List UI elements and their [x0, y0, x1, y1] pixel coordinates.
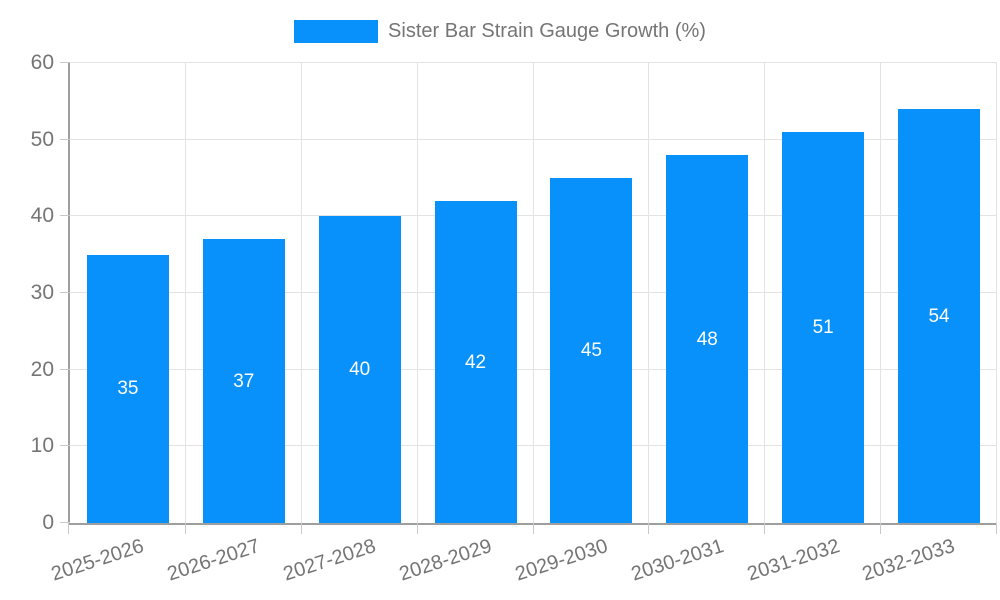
- x-axis-tick: [764, 523, 766, 534]
- gridline-horizontal: [70, 215, 997, 217]
- y-axis-label: 20: [30, 357, 54, 381]
- gridline-horizontal: [70, 292, 997, 293]
- x-axis-tick: [68, 523, 69, 534]
- x-axis-label: 2030-2031: [628, 535, 727, 586]
- bar[interactable]: 45: [550, 178, 633, 523]
- y-axis-label: 60: [30, 51, 54, 74]
- x-axis-label: 2026-2027: [164, 535, 263, 586]
- y-axis-tick: [60, 215, 70, 217]
- x-axis-label: 2025-2026: [48, 535, 147, 586]
- x-axis-label: 2027-2028: [280, 535, 379, 586]
- bar[interactable]: 37: [202, 239, 285, 523]
- y-axis-label: 50: [30, 127, 54, 151]
- bar[interactable]: 51: [782, 132, 865, 523]
- x-axis-tick: [300, 523, 302, 534]
- bar-value-label: 54: [928, 305, 950, 327]
- x-axis-label: 2029-2030: [512, 535, 611, 586]
- x-axis-tick: [996, 523, 997, 534]
- gridline-horizontal: [70, 368, 997, 370]
- bar[interactable]: 35: [86, 254, 169, 523]
- bar-value-label: 51: [812, 317, 834, 338]
- x-axis-label: 2031-2032: [744, 535, 842, 586]
- bar-value-label: 35: [117, 378, 139, 400]
- x-axis-label: 2032-2033: [860, 535, 958, 586]
- gridline-vertical: [764, 63, 766, 523]
- x-axis-label: 2028-2029: [396, 535, 495, 586]
- plot-area: 0 10 20 30 40 50 60 35 37 40 42 45 48 51 54 2025-2026 20…: [31, 52, 997, 585]
- bar[interactable]: 42: [434, 201, 517, 523]
- bar[interactable]: 40: [318, 216, 401, 523]
- bar-value-label: 45: [580, 340, 602, 361]
- gridline-vertical: [880, 63, 882, 523]
- legend-swatch: [294, 19, 379, 43]
- gridline-vertical: [416, 63, 418, 523]
- x-axis-tick: [648, 523, 650, 534]
- y-axis-tick: [60, 445, 70, 447]
- gridline-vertical: [996, 63, 997, 523]
- bar-value-label: 37: [233, 370, 255, 392]
- y-axis-tick: [60, 522, 70, 523]
- gridline-horizontal: [70, 62, 997, 63]
- y-axis-tick: [60, 62, 70, 63]
- bar[interactable]: 48: [666, 155, 749, 523]
- bar-value-label: 40: [349, 359, 371, 381]
- x-axis-tick: [532, 523, 534, 534]
- x-axis-tick: [184, 523, 186, 534]
- y-axis-tick: [60, 138, 70, 140]
- y-axis-label: 30: [30, 281, 54, 304]
- bar-value-label: 48: [696, 328, 718, 350]
- bar[interactable]: 54: [898, 109, 981, 523]
- y-axis-label: 0: [42, 511, 54, 534]
- legend-label: Sister Bar Strain Gauge Growth (%): [388, 19, 706, 42]
- y-axis-label: 40: [30, 204, 54, 228]
- legend[interactable]: Sister Bar Strain Gauge Growth (%): [0, 16, 1000, 46]
- y-axis-label: 10: [30, 434, 54, 458]
- gridline-horizontal: [70, 138, 997, 140]
- gridline-vertical: [532, 63, 534, 523]
- gridline-vertical: [184, 63, 186, 523]
- x-axis-tick: [416, 523, 418, 534]
- gridline-vertical: [300, 63, 302, 523]
- bar-value-label: 42: [464, 351, 487, 373]
- y-axis-tick: [60, 292, 70, 293]
- y-axis-tick: [60, 368, 70, 370]
- x-axis-tick: [880, 523, 882, 534]
- gridline-horizontal: [70, 445, 997, 447]
- gridline-vertical: [648, 63, 650, 523]
